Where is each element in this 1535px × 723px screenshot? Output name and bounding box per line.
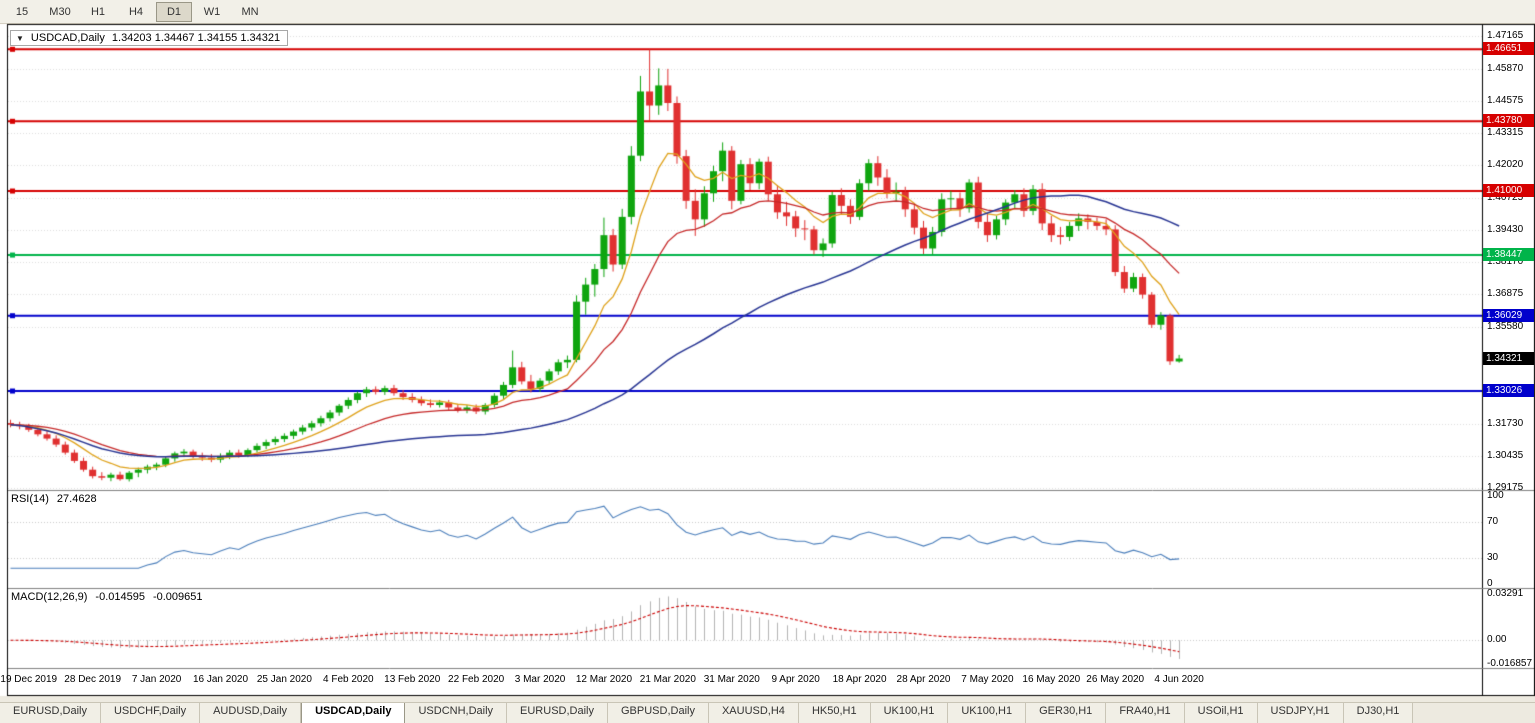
date-label: 16 Jan 2020	[192, 674, 249, 685]
price-axis-tick: 1.43315	[1487, 126, 1524, 138]
chart-tab-gbpusd-daily[interactable]: GBPUSD,Daily	[608, 703, 709, 723]
chart-tab-uk100-h1[interactable]: UK100,H1	[948, 703, 1027, 723]
macd-axis-label: 0.00	[1487, 634, 1507, 646]
rsi-axis-label: 70	[1487, 516, 1499, 528]
date-label: 7 Jan 2020	[131, 674, 182, 685]
price-level-badge: 1.36029	[1483, 308, 1534, 322]
chart-tab-xauusd-h4[interactable]: XAUUSD,H4	[708, 703, 799, 723]
date-label: 28 Apr 2020	[896, 674, 951, 685]
macd-axis-label: -0.016857	[1487, 658, 1533, 669]
price-level-badge: 1.43780	[1483, 114, 1534, 128]
chart-tab-audusd-daily[interactable]: AUDUSD,Daily	[200, 703, 302, 723]
time-axis[interactable]: 19 Dec 2019 28 Dec 2019 7 Jan 2020 16 Jan 2…	[0, 668, 1482, 696]
rsi-axis-label: 100	[1487, 490, 1504, 501]
chart-tab-eurusd-daily[interactable]: EURUSD,Daily	[0, 703, 101, 723]
chart-tab-eurusd-daily[interactable]: EURUSD,Daily	[507, 703, 608, 723]
current-price-badge: 1.34321	[1483, 351, 1534, 365]
date-label: 18 Apr 2020	[832, 674, 887, 685]
chart-tab-fra40-h1[interactable]: FRA40,H1	[1106, 703, 1185, 723]
date-label: 3 Mar 2020	[514, 674, 566, 685]
rsi-name: RSI(14)	[11, 493, 49, 505]
date-label: 25 Jan 2020	[256, 674, 312, 685]
rsi-axis-label: 30	[1487, 551, 1499, 563]
chart-symbol-label: ▼ USDCAD,Daily 1.34203 1.34467 1.34155 1…	[10, 30, 289, 46]
date-label: 4 Jun 2020	[1154, 674, 1204, 685]
symbol-name: USDCAD,Daily	[30, 32, 105, 44]
macd-main-value: -0.014595	[95, 591, 145, 603]
price-level-badge: 1.33026	[1483, 384, 1534, 398]
chart-tabs-bar: EURUSD,Daily USDCHF,Daily AUDUSD,Daily USDC…	[0, 702, 1535, 723]
chart-tab-hk50-h1[interactable]: HK50,H1	[798, 703, 871, 723]
date-label: 21 Mar 2020	[639, 674, 696, 685]
price-axis-tick: 1.38170	[1487, 256, 1524, 267]
chart-tab-usdjpy-h1[interactable]: USDJPY,H1	[1257, 703, 1344, 723]
chart-tab-dj30-h1[interactable]: DJ30,H1	[1343, 703, 1414, 723]
price-axis-tick: 1.44575	[1487, 95, 1524, 107]
date-label: 31 Mar 2020	[703, 674, 760, 685]
date-label: 9 Apr 2020	[771, 674, 820, 685]
date-label: 13 Feb 2020	[384, 674, 441, 685]
macd-name: MACD(12,26,9)	[11, 591, 88, 603]
ohlc-values: 1.34203 1.34467 1.34155 1.34321	[111, 32, 281, 44]
price-axis-tick: 1.31730	[1487, 417, 1524, 429]
price-level-badge: 1.41000	[1483, 184, 1534, 198]
date-label: 26 May 2020	[1086, 674, 1145, 685]
price-axis-tick: 1.35580	[1487, 320, 1524, 332]
chart-tab-ger30-h1[interactable]: GER30,H1	[1026, 703, 1107, 723]
rsi-axis-label: 0	[1487, 578, 1493, 589]
price-axis-tick: 1.39430	[1487, 224, 1524, 236]
price-axis-tick: 1.47165	[1487, 30, 1524, 42]
price-axis[interactable]: 1.47165 1.45870 1.44575 1.43315 1.42020 1.407…	[1483, 24, 1535, 696]
price-axis-tick: 1.45870	[1487, 62, 1524, 74]
chart-tab-usoil-h1[interactable]: USOil,H1	[1184, 703, 1258, 723]
date-label: 4 Feb 2020	[322, 674, 374, 685]
macd-indicator-label: MACD(12,26,9) -0.014595 -0.009651	[11, 591, 203, 603]
price-axis-tick: 1.30435	[1487, 450, 1524, 462]
date-label: 16 May 2020	[1022, 674, 1081, 685]
rsi-indicator-label: RSI(14) 27.4628	[11, 493, 97, 505]
dropdown-arrow-icon[interactable]: ▼	[16, 33, 24, 43]
chart-tab-uk100-h1[interactable]: UK100,H1	[870, 703, 949, 723]
chart-tab-usdchf-daily[interactable]: USDCHF,Daily	[100, 703, 201, 723]
price-axis-tick: 1.42020	[1487, 159, 1524, 171]
macd-axis-label: 0.03291	[1487, 588, 1524, 599]
rsi-value: 27.4628	[56, 493, 97, 505]
price-level-badge: 1.38447	[1483, 248, 1534, 262]
macd-signal-value: -0.009651	[152, 591, 203, 603]
date-label: 7 May 2020	[961, 674, 1014, 685]
price-axis-tick: 1.29175	[1487, 481, 1524, 493]
chart-tab-usdcad-daily[interactable]: USDCAD,Daily	[301, 703, 406, 723]
date-label: 12 Mar 2020	[575, 674, 633, 685]
date-label: 28 Dec 2019	[64, 674, 122, 685]
date-label: 19 Dec 2019	[0, 674, 58, 685]
date-label: 22 Feb 2020	[448, 674, 505, 685]
price-axis-tick: 1.40725	[1487, 191, 1524, 203]
price-level-badge: 1.46651	[1483, 42, 1534, 56]
chart-tab-usdcnh-daily[interactable]: USDCNH,Daily	[405, 703, 508, 723]
price-axis-tick: 1.36875	[1487, 288, 1524, 300]
